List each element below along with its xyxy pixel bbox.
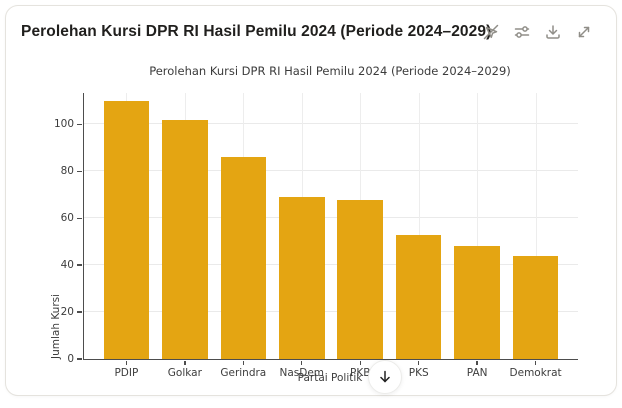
x-tick-label: PDIP	[114, 367, 139, 379]
x-tick-mark	[476, 360, 478, 365]
artifact-card: Perolehan Kursi DPR RI Hasil Pemilu 2024…	[5, 5, 617, 396]
x-tick-label: NasDem	[279, 367, 325, 379]
card-title: Perolehan Kursi DPR RI Hasil Pemilu 2024…	[21, 23, 492, 40]
y-tick-label: 20	[60, 306, 74, 319]
bar	[512, 255, 559, 359]
x-tick-label: Golkar	[167, 367, 202, 379]
x-tick-label: Demokrat	[509, 367, 562, 379]
x-tick-label: PKS	[408, 367, 429, 379]
bar	[395, 234, 442, 359]
x-tick-mark	[125, 360, 128, 365]
y-tick-mark	[77, 264, 82, 266]
y-tick-label: 0	[67, 353, 74, 365]
bar	[220, 157, 267, 359]
bar	[162, 119, 208, 359]
bar	[278, 197, 325, 359]
y-axis-label: Jumlah Kursi	[50, 293, 62, 359]
y-tick-mark	[77, 170, 82, 173]
y-tick-label: 80	[60, 165, 74, 178]
expand-icon[interactable]	[575, 23, 593, 41]
y-tick-label: 100	[53, 118, 74, 131]
x-tick-mark	[417, 360, 420, 365]
bar	[103, 100, 150, 359]
x-tick-mark	[301, 360, 303, 365]
y-tick-mark	[77, 358, 82, 360]
v-gridline	[477, 93, 479, 359]
v-gridline	[418, 93, 420, 359]
chart-title: Perolehan Kursi DPR RI Hasil Pemilu 2024…	[149, 64, 511, 78]
x-tick-label: PAN	[466, 367, 488, 379]
x-tick-mark	[242, 360, 244, 365]
download-icon[interactable]	[544, 23, 562, 41]
h-gridline	[84, 311, 578, 313]
scroll-down-button[interactable]	[368, 360, 402, 394]
bar	[454, 246, 500, 359]
x-tick-mark	[534, 360, 537, 365]
plot-area: 0 20 40 60 80 100 PDIP Golkar Gerindra NasDem PKB P…	[54, 93, 578, 379]
y-tick-mark	[77, 311, 82, 313]
arrow-down-icon	[380, 370, 390, 383]
h-gridline	[84, 170, 578, 172]
y-tick-mark	[77, 217, 82, 219]
x-tick-mark	[359, 360, 361, 365]
y-tick-label: 60	[60, 212, 74, 225]
h-gridline	[84, 123, 578, 125]
toolbar	[482, 23, 593, 41]
x-tick-mark	[184, 360, 186, 365]
x-tick-label: Gerindra	[220, 367, 267, 379]
sliders-icon[interactable]	[513, 23, 531, 41]
x-tick-label: PKB	[350, 367, 371, 379]
h-gridline	[84, 264, 578, 266]
h-gridline	[84, 217, 578, 219]
y-tick-label: 40	[60, 259, 74, 272]
v-gridline	[535, 93, 537, 359]
interactivity-off-icon[interactable]	[482, 23, 500, 41]
x-axis-label: Partai Politik	[297, 372, 363, 384]
bar	[337, 199, 384, 359]
y-tick-mark	[77, 123, 82, 126]
